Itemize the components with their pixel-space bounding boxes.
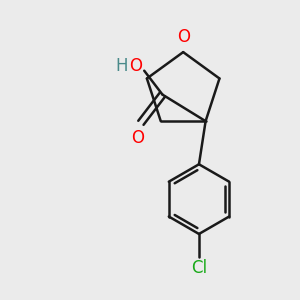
Text: O: O [131,129,144,147]
Text: O: O [177,28,190,46]
Text: O: O [130,57,142,75]
Text: Cl: Cl [191,259,207,277]
Text: H: H [115,57,128,75]
